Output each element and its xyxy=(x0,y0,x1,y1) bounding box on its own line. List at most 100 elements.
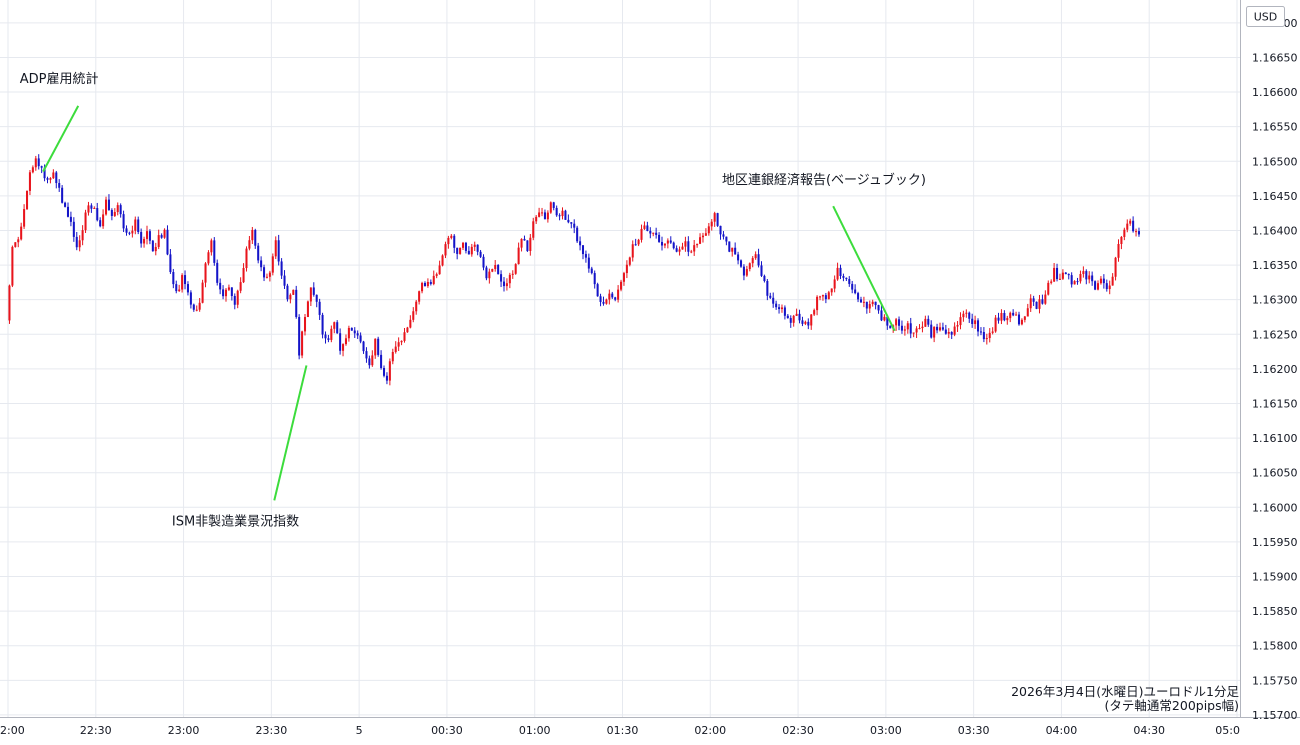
candle-up xyxy=(710,219,713,231)
candle-down xyxy=(675,245,678,253)
candle-up xyxy=(678,246,681,256)
candle-up xyxy=(447,235,450,249)
candle-up xyxy=(470,243,473,257)
candle-down xyxy=(151,239,154,252)
candle-down xyxy=(716,212,719,227)
candle-up xyxy=(631,240,634,262)
candle-up xyxy=(1047,280,1050,296)
candle-down xyxy=(125,225,128,236)
candle-up xyxy=(830,288,833,296)
candle-up xyxy=(1073,280,1076,285)
candle-down xyxy=(283,270,286,289)
candle-down xyxy=(880,304,883,322)
candle-up xyxy=(93,206,96,210)
candle-down xyxy=(807,318,810,330)
candle-down xyxy=(798,309,801,324)
candles xyxy=(8,154,1140,386)
price-tick-label: 1.16400 xyxy=(1252,224,1298,237)
candle-down xyxy=(377,336,380,357)
time-tick-label: 5 xyxy=(356,724,363,737)
candle-up xyxy=(265,273,268,279)
candle-up xyxy=(622,271,625,286)
candle-up xyxy=(520,238,523,252)
candle-up xyxy=(810,314,813,330)
candle-up xyxy=(178,284,181,292)
candle-up xyxy=(274,236,277,260)
candle-up xyxy=(813,308,816,316)
candle-down xyxy=(611,291,614,300)
candle-up xyxy=(684,236,687,252)
candle-down xyxy=(69,211,72,227)
price-tick-label: 1.16600 xyxy=(1252,86,1298,99)
candle-up xyxy=(459,247,462,255)
candle-up xyxy=(701,232,704,243)
price-tick-label: 1.16000 xyxy=(1252,501,1298,514)
caption-line-1: 2026年3月4日(水曜日)ユーロドル1分足 xyxy=(1011,684,1239,699)
annotation-line xyxy=(42,105,80,173)
candle-down xyxy=(1056,263,1059,282)
candle-down xyxy=(590,266,593,275)
candle-down xyxy=(658,232,661,243)
candle-down xyxy=(184,270,187,290)
candle-up xyxy=(145,225,149,245)
candle-down xyxy=(55,170,58,189)
candle-down xyxy=(1091,271,1094,286)
candle-up xyxy=(505,278,508,291)
candle-down xyxy=(824,292,827,304)
candle-down xyxy=(482,254,485,271)
candle-up xyxy=(461,241,465,250)
candle-down xyxy=(298,314,301,360)
time-tick-label: 02:30 xyxy=(782,724,814,737)
candle-down xyxy=(950,331,953,340)
candle-down xyxy=(596,282,599,297)
candle-up xyxy=(432,270,435,286)
candle-up xyxy=(412,307,415,323)
candle-up xyxy=(87,201,90,216)
candle-down xyxy=(672,241,675,250)
candle-down xyxy=(429,279,432,286)
annotation: ADP雇用統計 xyxy=(20,71,98,173)
candle-up xyxy=(1000,309,1003,325)
candle-down xyxy=(1003,310,1006,322)
candle-up xyxy=(391,348,394,365)
candle-down xyxy=(148,229,151,245)
candle-down xyxy=(216,259,219,286)
candle-down xyxy=(37,154,40,170)
candle-down xyxy=(295,285,298,319)
candle-down xyxy=(971,313,974,328)
candle-up xyxy=(17,236,20,248)
candle-down xyxy=(500,270,503,288)
candle-down xyxy=(725,236,728,246)
candle-up xyxy=(974,315,977,329)
candle-down xyxy=(128,231,131,236)
candle-up xyxy=(20,222,23,241)
candle-up xyxy=(868,300,871,313)
candle-down xyxy=(570,222,573,229)
candle-up xyxy=(494,260,497,272)
candle-down xyxy=(263,264,266,282)
candle-down xyxy=(839,264,842,280)
candle-up xyxy=(532,217,535,241)
candle-down xyxy=(222,285,225,300)
candle-up xyxy=(1026,303,1029,317)
candle-down xyxy=(543,209,546,220)
candle-down xyxy=(192,303,195,312)
candle-up xyxy=(134,216,137,235)
candle-up xyxy=(8,284,11,324)
candle-down xyxy=(845,277,848,281)
candle-down xyxy=(854,284,857,295)
candle-up xyxy=(938,322,942,332)
candle-up xyxy=(862,296,865,308)
candle-down xyxy=(1017,311,1021,326)
annotation-label: 地区連銀経済報告(ベージュブック) xyxy=(722,172,926,188)
candle-up xyxy=(25,190,29,211)
candle-down xyxy=(233,293,236,310)
candle-down xyxy=(760,261,763,277)
candle-down xyxy=(564,209,567,220)
candle-down xyxy=(368,355,371,369)
candle-down xyxy=(851,280,854,294)
candle-up xyxy=(105,196,108,216)
candle-down xyxy=(61,185,64,204)
candle-down xyxy=(327,334,330,343)
time-tick-label: 2:00 xyxy=(0,724,25,737)
